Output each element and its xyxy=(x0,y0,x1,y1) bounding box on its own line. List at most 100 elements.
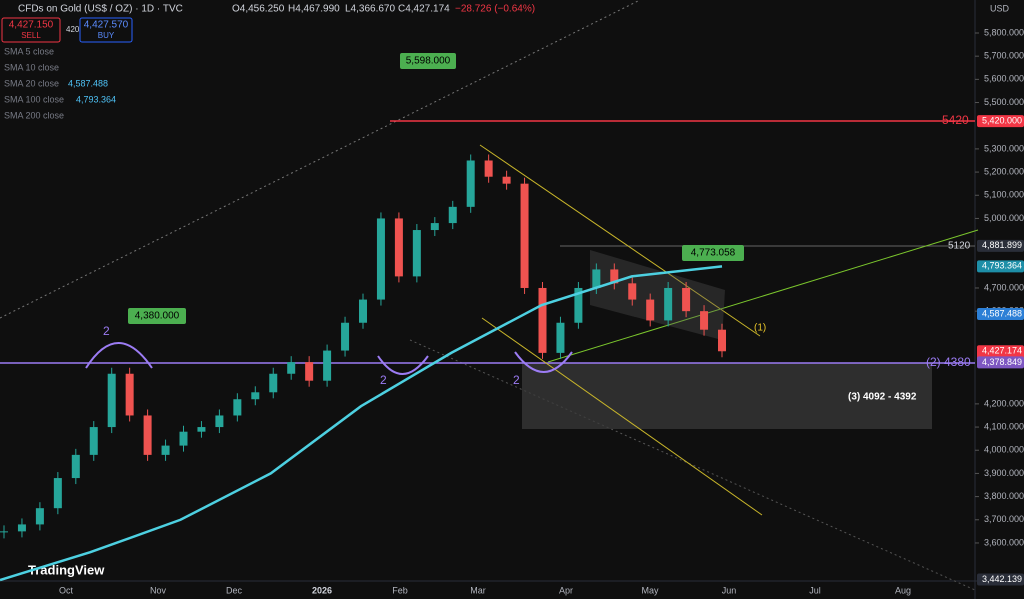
price-tick-label: 5,200.000 xyxy=(984,166,1024,176)
price-tag xyxy=(977,115,1024,128)
candle xyxy=(376,218,385,300)
candle xyxy=(412,230,421,277)
count: 2 xyxy=(103,324,110,338)
zone-label: (3) 4092 - 4392 xyxy=(848,392,917,403)
indicator-name: SMA 5 close xyxy=(4,46,54,56)
buy-price: 4,427.570 xyxy=(84,20,129,31)
price-tag-label: 4,881.899 xyxy=(982,240,1022,250)
price-tag xyxy=(977,308,1024,321)
candle xyxy=(646,299,655,321)
price-tag xyxy=(977,356,1024,369)
sell-button[interactable] xyxy=(1,17,61,43)
callout-text: 5,598.000 xyxy=(406,56,451,67)
callout-text: 4,380.000 xyxy=(135,311,180,322)
candle xyxy=(107,373,116,428)
indicator-value: 4,587.488 xyxy=(68,78,108,88)
label-5120: 5120 xyxy=(948,241,971,252)
time-tick-label: Apr xyxy=(559,585,573,595)
candle xyxy=(682,287,691,312)
ohlc-low: L4,366.670 xyxy=(345,4,395,15)
price-tick-label: 5,500.000 xyxy=(984,97,1024,107)
candle xyxy=(718,329,726,352)
spread: 420 xyxy=(66,25,80,34)
trend-dotted xyxy=(0,0,641,319)
candle xyxy=(592,269,601,288)
support-line xyxy=(547,229,979,363)
price-tag-label: 5,420.000 xyxy=(982,115,1022,125)
price-tag-label: 4,587.488 xyxy=(982,308,1022,318)
candle xyxy=(502,176,511,184)
candle xyxy=(394,218,403,277)
candle xyxy=(556,322,565,353)
price-tick-label: 4,000.000 xyxy=(984,445,1024,455)
price-tag-label: 4,427.174 xyxy=(982,346,1022,356)
candle xyxy=(269,373,278,393)
price-tick-label: 5,600.000 xyxy=(984,74,1024,84)
candle xyxy=(323,350,332,381)
buy-button[interactable] xyxy=(79,17,133,43)
time-tick-label: Feb xyxy=(392,585,408,595)
candle xyxy=(448,206,457,224)
arc xyxy=(377,355,429,375)
price-tick-label: 5,100.000 xyxy=(984,190,1024,200)
candle xyxy=(305,362,314,381)
candle xyxy=(287,362,296,374)
time-tick-label: Nov xyxy=(150,585,167,595)
price-tag xyxy=(977,239,1024,252)
candle xyxy=(359,299,367,323)
price-tag-label: 4,378.849 xyxy=(982,357,1022,367)
candle xyxy=(466,160,475,207)
time-tick-label: Jun xyxy=(722,585,737,595)
sell-price: 4,427.150 xyxy=(9,20,54,31)
candle xyxy=(71,454,80,479)
flag xyxy=(590,250,725,340)
time-tick-label: May xyxy=(641,585,659,595)
change: −28.726 (−0.64%) xyxy=(455,4,535,15)
callout-text: 4,773.058 xyxy=(691,248,736,259)
indicator-name: SMA 20 close xyxy=(4,78,59,88)
label-5420: 5420 xyxy=(942,113,969,127)
callout xyxy=(682,245,744,261)
candle xyxy=(179,431,188,446)
count: 2 xyxy=(380,373,387,387)
indicator-value: 4,793.364 xyxy=(76,94,116,104)
price-tag-label: 3,442.139 xyxy=(982,574,1022,584)
price-tick-label: 3,800.000 xyxy=(984,491,1024,501)
price-tick-label: 4,100.000 xyxy=(984,421,1024,431)
count: 2 xyxy=(513,373,520,387)
ohlc-high: H4,467.990 xyxy=(288,4,340,15)
price-tag xyxy=(977,260,1024,273)
candle xyxy=(0,531,8,533)
candle xyxy=(53,478,62,509)
candle xyxy=(484,160,493,177)
candle xyxy=(35,508,44,525)
candle xyxy=(341,322,350,351)
label-4380: (2) 4380 xyxy=(926,355,971,369)
brand: TradingView xyxy=(28,562,105,577)
price-tick-label: 4,200.000 xyxy=(984,398,1024,408)
indicator-name: SMA 100 close xyxy=(4,94,64,104)
ohlc-close: C4,427.174 xyxy=(398,4,450,15)
arc xyxy=(514,351,573,373)
candle xyxy=(233,399,242,416)
candle xyxy=(574,287,583,323)
price-tick-label: 3,900.000 xyxy=(984,468,1024,478)
price-tick-label: 5,800.000 xyxy=(984,27,1024,37)
price-tick-label: 5,300.000 xyxy=(984,143,1024,153)
arc xyxy=(85,342,153,369)
candle xyxy=(628,283,637,300)
time-tick-label: Dec xyxy=(226,585,243,595)
time-tick-label: Aug xyxy=(895,585,911,595)
callout xyxy=(400,53,456,69)
wave: (1) xyxy=(754,323,766,334)
indicator-name: SMA 200 close xyxy=(4,110,64,120)
channel-lower xyxy=(481,317,763,516)
sma100-line xyxy=(0,265,723,582)
currency: USD xyxy=(990,3,1010,13)
candle xyxy=(538,287,547,353)
price-tick-label: 4,700.000 xyxy=(984,282,1024,292)
candle xyxy=(700,311,709,330)
buy-label: BUY xyxy=(98,31,115,40)
